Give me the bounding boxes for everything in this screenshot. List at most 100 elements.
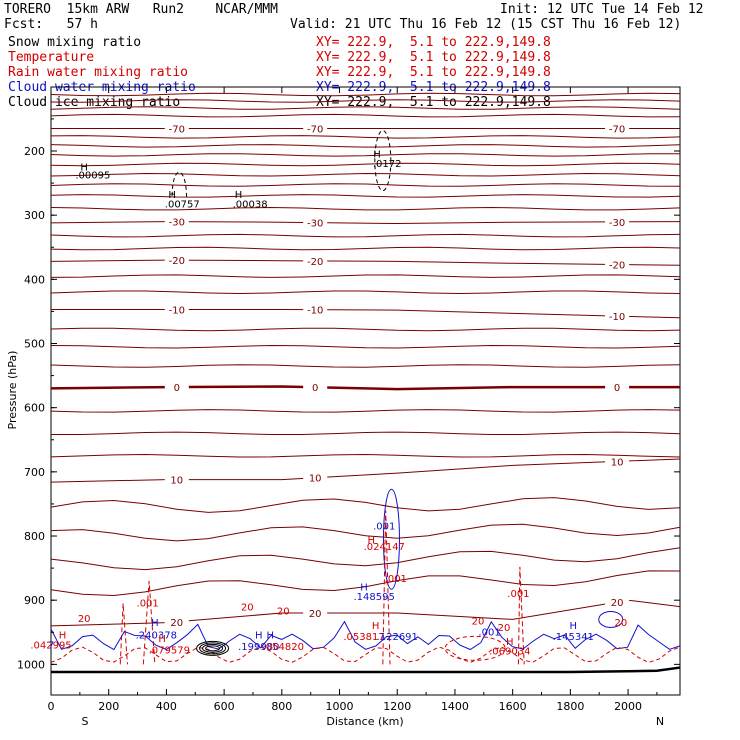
y-tick-label: 200 xyxy=(24,145,45,158)
annotation-label: .00095 xyxy=(75,171,110,182)
annotation-label: .079579 xyxy=(149,645,190,656)
annotation-label: 7 xyxy=(48,640,54,651)
isotherm-label: 10 xyxy=(611,457,624,468)
isotherm-label-bg xyxy=(303,254,328,267)
annotation-label: .054820 xyxy=(263,642,304,653)
temperature-contour xyxy=(50,523,681,542)
isotherm-label: 0 xyxy=(614,383,620,394)
isotherm-label-bg xyxy=(605,596,630,609)
isotherm-label-bg xyxy=(303,471,328,484)
annotation-label: H xyxy=(151,618,159,629)
isotherm-label: -70 xyxy=(307,125,323,136)
annotation-label: .001 xyxy=(137,599,159,610)
isotherm-label-bg xyxy=(303,122,328,135)
cloud-water-contour xyxy=(598,610,624,628)
annotation-label: .122691 xyxy=(377,632,418,643)
annotation-label: .001 xyxy=(373,522,395,533)
annotation-label: H xyxy=(158,634,166,645)
rain-contour xyxy=(517,566,525,665)
x-tick-label: 800 xyxy=(271,700,292,713)
annotation-label: 20 xyxy=(241,602,254,613)
isotherm-label: 20 xyxy=(309,609,322,620)
annotation-label: H xyxy=(255,631,263,642)
forecast-hour: Fcst: 57 h xyxy=(4,17,98,32)
annotation-label: .0172 xyxy=(373,159,402,170)
legend-rain-xy: XY= 222.9, 5.1 to 222.9,149.8 xyxy=(316,65,551,80)
y-tick-label: 600 xyxy=(24,402,45,415)
x-axis: 0 200 400 600 800 1000 1200 1400 1600 1800 2000 xyxy=(48,87,658,713)
isotherm-label: 20 xyxy=(611,598,624,609)
annotation-label: .148595 xyxy=(353,592,394,603)
init-time: Init: 12 UTC Tue 14 Feb 12 xyxy=(500,2,704,17)
snow-contour xyxy=(196,640,230,656)
legend-snow-xy: XY= 222.9, 5.1 to 222.9,149.8 xyxy=(316,35,551,50)
isotherm--20 xyxy=(50,259,681,266)
temperature-contour xyxy=(50,344,681,349)
x-tick-label: 1800 xyxy=(556,700,584,713)
annotation-label: .001 xyxy=(478,627,500,638)
annotation-label: H xyxy=(360,583,368,594)
isotherm-label: -10 xyxy=(609,312,625,323)
legend-temperature: Temperature xyxy=(8,50,95,65)
annotation-label: .00757 xyxy=(165,199,200,210)
annotation-label: H xyxy=(368,536,376,547)
x-tick-label: 1200 xyxy=(383,700,411,713)
y-tick-label: 1000 xyxy=(17,658,45,671)
isotherm-label-bg xyxy=(164,215,189,228)
temperature-contour xyxy=(50,453,681,458)
isotherm-label: 10 xyxy=(309,474,322,485)
isotherm-label: -10 xyxy=(307,306,323,317)
temperature-contour xyxy=(50,497,681,513)
temperature-contour xyxy=(50,274,681,278)
y-tick-label: 300 xyxy=(24,209,45,222)
temperature-contour xyxy=(50,233,681,238)
temperature-contour xyxy=(50,327,681,332)
rain-contour xyxy=(119,603,128,665)
isotherm-label: -10 xyxy=(169,305,185,316)
annotation-label: .145341 xyxy=(553,632,594,643)
annotation-label: H xyxy=(506,637,514,648)
x-tick-label: 0 xyxy=(48,700,55,713)
rain-contour xyxy=(382,510,391,665)
isotherm-label: -20 xyxy=(307,257,323,268)
isotherm-10 xyxy=(50,458,681,483)
legend-snow: Snow mixing ratio xyxy=(8,35,142,50)
isotherm-label-bg xyxy=(605,215,630,228)
x-axis-label: Distance (km) xyxy=(326,715,403,728)
temperature-contour xyxy=(50,153,680,157)
annotation-label: H xyxy=(569,621,577,632)
temperature-contour xyxy=(50,183,681,187)
annotation-label: .069034 xyxy=(489,647,530,658)
temperature-contour xyxy=(50,194,681,198)
temperature-contour xyxy=(51,431,681,435)
annotation-label: 20 xyxy=(498,623,511,634)
annotation-label: .024147 xyxy=(364,542,405,553)
isotherm-label-bg xyxy=(605,310,630,323)
annotation-label: H xyxy=(373,149,381,160)
cloud-ice-contour xyxy=(171,171,188,200)
temperature-contour xyxy=(50,206,681,211)
isotherm-label-bg xyxy=(164,254,189,267)
x-tick-label: 600 xyxy=(214,700,235,713)
isotherm-label: -20 xyxy=(609,260,625,271)
isotherm-label-bg xyxy=(164,615,189,628)
isotherm-label: 0 xyxy=(174,383,180,394)
plot-frame xyxy=(50,86,681,696)
isotherm-label-bg xyxy=(164,122,189,135)
isotherm-label: -30 xyxy=(169,218,185,229)
x-tick-label: 400 xyxy=(156,700,177,713)
annotation-label: .240378 xyxy=(136,631,177,642)
mixing-ratio-contours xyxy=(50,130,681,665)
cloud-water-contour xyxy=(50,620,681,651)
cloud-water-contour xyxy=(382,488,400,590)
isotherm-label: 10 xyxy=(170,476,183,487)
annotation-label: H xyxy=(372,621,380,632)
model-title: TORERO 15km ARW Run2 NCAR/MMM xyxy=(4,2,278,17)
isotherm-label-bg xyxy=(303,216,328,229)
snow-contour xyxy=(202,643,224,653)
annotation-label: 20 xyxy=(78,614,91,625)
isotherm-label-bg xyxy=(164,473,189,486)
isotherm-group: -70 -70 -70 -30 -30 -30 -20 -20 -20 -10 -10 -10 0 0 0 1… xyxy=(50,122,681,629)
